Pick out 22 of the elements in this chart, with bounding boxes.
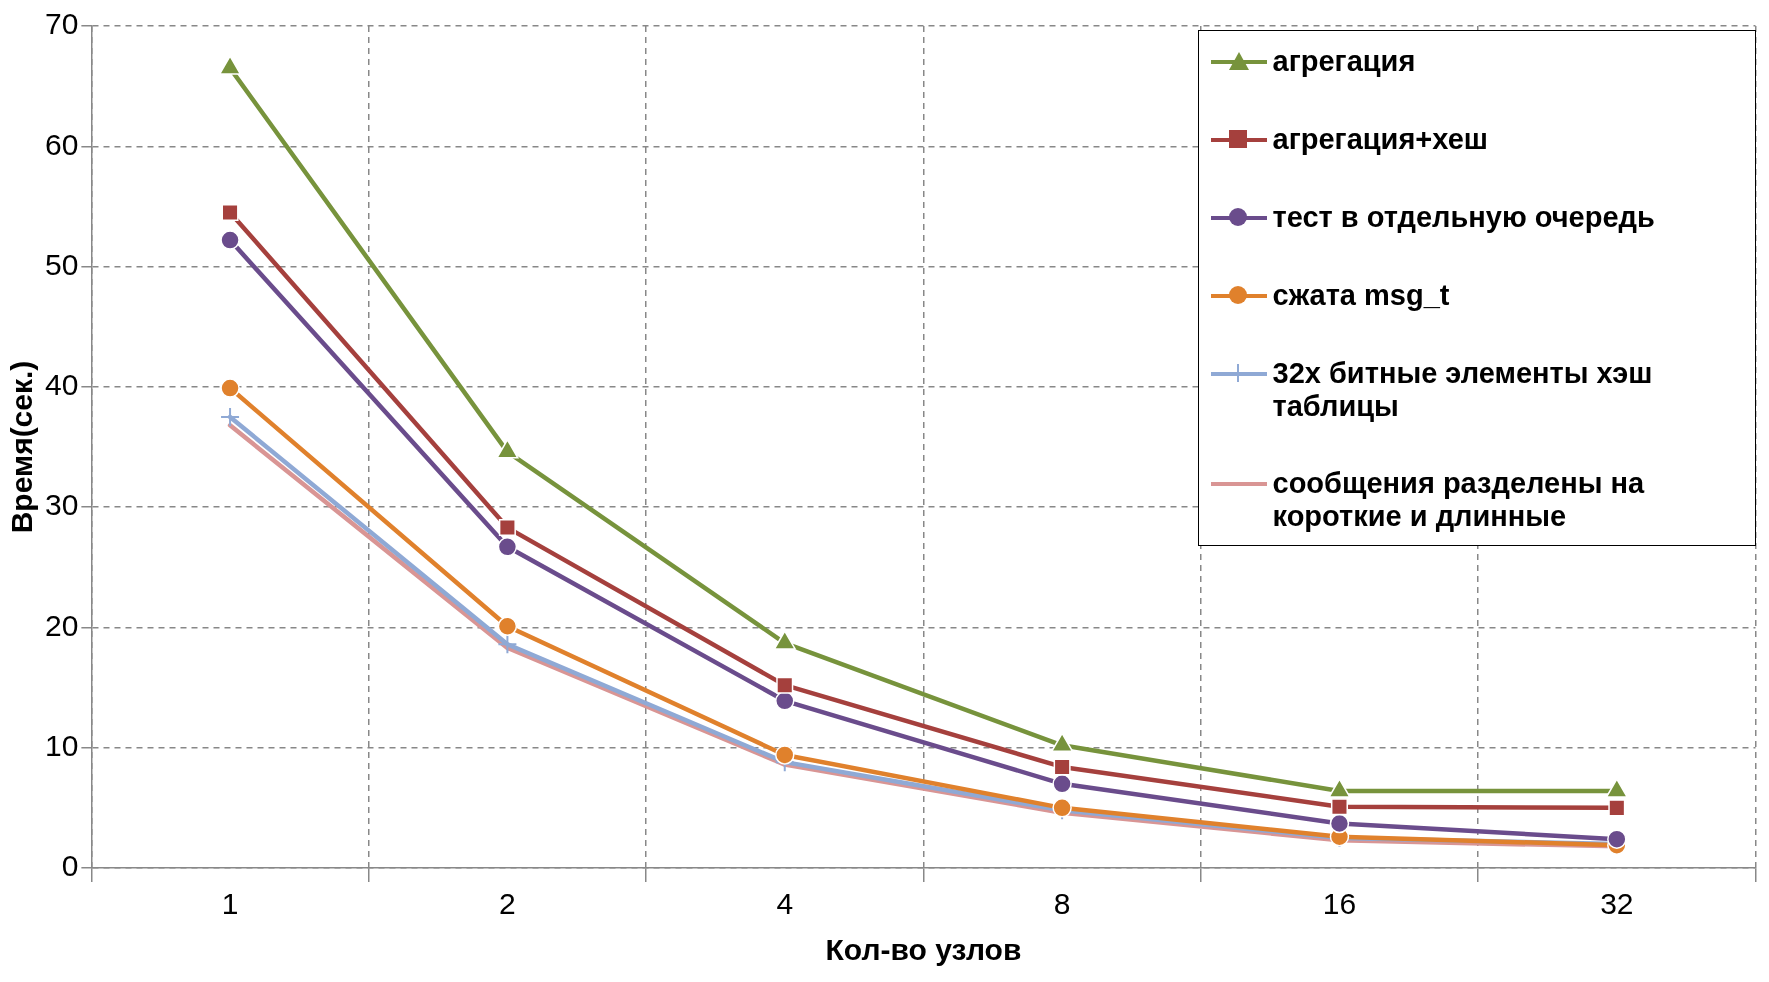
legend-label: тест в отдельную очередь: [1272, 201, 1655, 234]
y-tick-label: 30: [44, 488, 79, 522]
legend-label: агрегация: [1272, 45, 1416, 78]
x-tick-label: 32: [1600, 887, 1634, 921]
x-tick-label: 4: [776, 887, 794, 921]
x-tick-label: 2: [499, 887, 516, 921]
legend-label: агрегация+хеш: [1272, 123, 1488, 156]
y-tick-label: 0: [61, 849, 79, 883]
y-tick-label: 10: [44, 728, 79, 762]
legend-label: сообщения разделены на короткие и длинные: [1272, 467, 1646, 533]
y-tick-label: 70: [44, 7, 79, 41]
x-tick-label: 16: [1322, 887, 1357, 921]
legend-label: 32x битные элементы хэш таблицы: [1272, 357, 1654, 423]
y-tick-label: 20: [44, 608, 79, 642]
x-tick-label: 8: [1053, 887, 1071, 921]
x-tick-label: 1: [221, 887, 239, 921]
y-axis-title: Время(сек.): [5, 360, 39, 534]
y-tick-label: 50: [44, 247, 79, 281]
y-tick-label: 40: [44, 368, 79, 402]
legend-label: сжата msg_t: [1272, 279, 1450, 312]
x-axis-title: Кол-во узлов: [825, 933, 1022, 967]
y-tick-label: 60: [44, 127, 79, 161]
